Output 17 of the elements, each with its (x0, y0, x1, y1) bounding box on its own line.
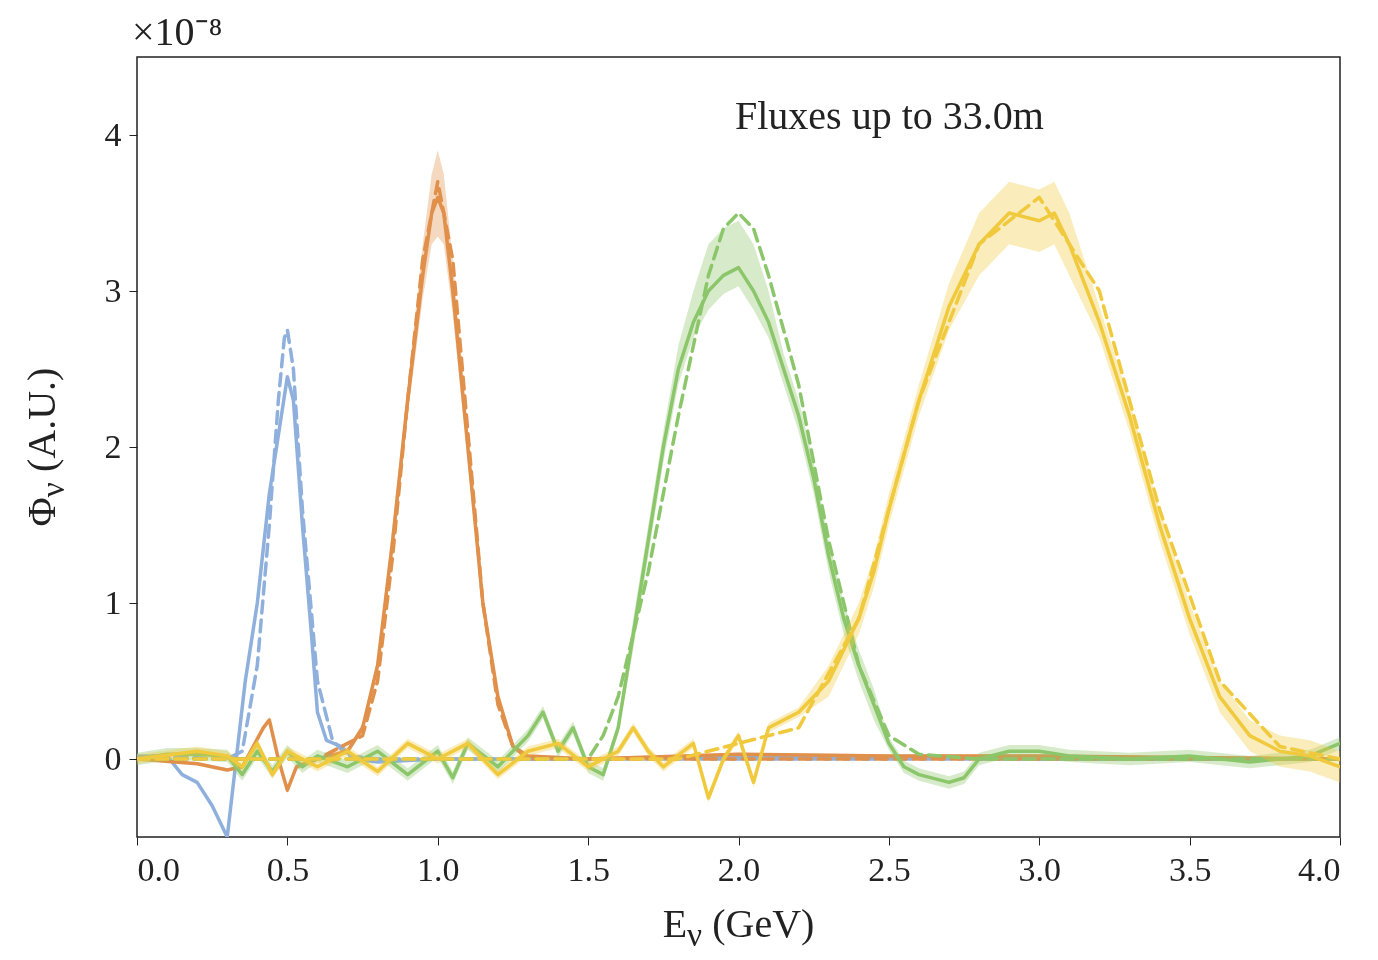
y-tick-label: 4 (104, 115, 122, 153)
y-tick-label: 0 (104, 739, 122, 777)
x-axis-title: E$_{ν}$ (GeV) (662, 900, 815, 954)
x-tick-label: 0.0 (137, 850, 180, 888)
x-tick-label: 1.5 (567, 850, 610, 888)
x-tick-label: 2.5 (868, 850, 911, 888)
x-tick-label: 3.5 (1168, 850, 1212, 888)
x-tick-label: 1.0 (417, 850, 460, 888)
x-tick-label: 4.0 (1298, 850, 1341, 888)
x-tick-label: 0.5 (266, 850, 310, 888)
y-tick-label: 3 (104, 271, 122, 309)
y-tick-label: 1 (104, 583, 122, 621)
x-tick-label: 2.0 (717, 850, 761, 888)
annotation: Fluxes up to 33.0m (735, 92, 1044, 139)
y-tick-label: 2 (104, 427, 122, 465)
x-tick-label: 3.0 (1018, 850, 1061, 888)
text: ×10⁻⁸ (132, 8, 223, 56)
